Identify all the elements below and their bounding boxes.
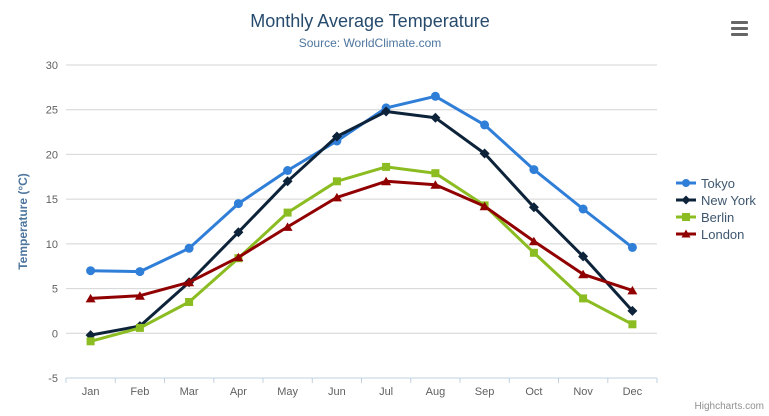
y-axis-label: 20 bbox=[46, 149, 58, 161]
legend: Tokyo New York Berlin London bbox=[676, 175, 756, 242]
y-axis-label: 15 bbox=[46, 194, 58, 206]
y-axis-title: Temperature (°C) bbox=[16, 173, 30, 270]
data-point-tokyo[interactable] bbox=[480, 120, 490, 130]
x-axis-label: Feb bbox=[130, 386, 149, 398]
x-axis-label: Nov bbox=[573, 386, 593, 398]
hamburger-menu-icon bbox=[731, 27, 748, 30]
data-point-new-york[interactable] bbox=[627, 305, 638, 316]
data-point-berlin[interactable] bbox=[185, 298, 194, 306]
data-point-tokyo[interactable] bbox=[283, 166, 293, 175]
data-point-berlin[interactable] bbox=[86, 337, 95, 346]
hamburger-menu-icon bbox=[731, 21, 748, 24]
chart-subtitle: Source: WorldClimate.com bbox=[298, 36, 442, 50]
x-axis-label: Mar bbox=[180, 386, 199, 398]
data-point-new-york[interactable] bbox=[528, 202, 539, 213]
x-axis-label: Jun bbox=[328, 386, 346, 398]
x-axis-label: Oct bbox=[525, 386, 542, 398]
data-point-london[interactable] bbox=[578, 269, 589, 279]
series-london bbox=[85, 176, 638, 303]
legend-item-london[interactable]: London bbox=[676, 226, 756, 242]
legend-item-new-york[interactable]: New York bbox=[676, 192, 756, 208]
data-point-berlin[interactable] bbox=[332, 177, 341, 186]
series-berlin bbox=[86, 162, 637, 346]
y-axis-label: 30 bbox=[46, 60, 58, 72]
data-point-london[interactable] bbox=[479, 201, 490, 211]
data-point-berlin[interactable] bbox=[628, 320, 637, 329]
data-point-london[interactable] bbox=[528, 236, 539, 246]
data-point-london[interactable] bbox=[184, 277, 195, 287]
data-point-new-york[interactable] bbox=[578, 251, 589, 262]
legend-item-label: London bbox=[701, 226, 745, 242]
x-axis-label: Apr bbox=[230, 386, 247, 398]
data-point-london[interactable] bbox=[282, 222, 293, 231]
data-point-berlin[interactable] bbox=[283, 208, 292, 217]
series-tokyo bbox=[86, 91, 637, 277]
legend-item-label: New York bbox=[701, 192, 756, 208]
x-axis-label: Jul bbox=[379, 386, 393, 398]
data-point-berlin[interactable] bbox=[135, 323, 144, 332]
data-point-london[interactable] bbox=[134, 291, 145, 300]
credits-link[interactable]: Highcharts.com bbox=[694, 401, 764, 412]
x-axis-label: May bbox=[277, 386, 298, 398]
data-point-new-york[interactable] bbox=[233, 227, 244, 238]
data-point-new-york[interactable] bbox=[479, 148, 490, 159]
series-new-york bbox=[85, 106, 638, 341]
data-point-new-york[interactable] bbox=[331, 131, 342, 142]
circle-legend-marker-icon bbox=[676, 179, 696, 187]
x-axis-label: Sep bbox=[475, 386, 495, 398]
export-menu-button[interactable] bbox=[731, 21, 748, 36]
x-axis-label: Dec bbox=[623, 386, 643, 398]
data-point-london[interactable] bbox=[627, 285, 638, 295]
legend-item-label: Tokyo bbox=[701, 175, 735, 191]
data-point-tokyo[interactable] bbox=[627, 242, 637, 252]
x-axis-label: Jan bbox=[82, 386, 100, 398]
series-line-berlin[interactable] bbox=[89, 165, 634, 343]
data-point-new-york[interactable] bbox=[282, 176, 293, 187]
data-point-new-york[interactable] bbox=[381, 106, 392, 117]
y-axis-label: 0 bbox=[52, 328, 58, 340]
square-legend-marker-icon bbox=[676, 213, 696, 221]
data-point-tokyo[interactable] bbox=[430, 91, 440, 101]
y-axis-label: 25 bbox=[46, 105, 58, 117]
series-line-new-york[interactable] bbox=[89, 110, 634, 337]
data-point-new-york[interactable] bbox=[430, 112, 441, 123]
data-point-berlin[interactable] bbox=[579, 294, 588, 303]
legend-item-berlin[interactable]: Berlin bbox=[676, 209, 756, 225]
y-axis-label: 10 bbox=[46, 239, 58, 251]
data-point-tokyo[interactable] bbox=[86, 266, 96, 276]
data-point-tokyo[interactable] bbox=[529, 165, 539, 175]
data-point-tokyo[interactable] bbox=[135, 267, 145, 277]
data-point-london[interactable] bbox=[85, 293, 96, 303]
y-axis-label: -5 bbox=[48, 373, 58, 385]
data-point-london[interactable] bbox=[381, 176, 392, 186]
legend-item-tokyo[interactable]: Tokyo bbox=[676, 175, 756, 191]
hamburger-menu-icon bbox=[731, 33, 748, 36]
data-point-tokyo[interactable] bbox=[578, 204, 588, 214]
data-point-tokyo[interactable] bbox=[184, 243, 194, 253]
data-point-london[interactable] bbox=[233, 252, 244, 262]
diamond-legend-marker-icon bbox=[676, 195, 696, 205]
data-point-berlin[interactable] bbox=[529, 248, 538, 257]
data-point-london[interactable] bbox=[430, 180, 441, 189]
series-line-london[interactable] bbox=[89, 179, 634, 300]
legend-item-label: Berlin bbox=[701, 209, 735, 225]
data-point-berlin[interactable] bbox=[382, 162, 391, 171]
y-axis-label: 5 bbox=[52, 284, 58, 296]
x-axis-label: Aug bbox=[426, 386, 446, 398]
triangle-legend-marker-icon bbox=[676, 229, 696, 238]
data-point-berlin[interactable] bbox=[431, 169, 440, 178]
data-point-london[interactable] bbox=[331, 192, 342, 202]
chart-title: Monthly Average Temperature bbox=[250, 11, 490, 31]
data-point-tokyo[interactable] bbox=[233, 199, 243, 209]
